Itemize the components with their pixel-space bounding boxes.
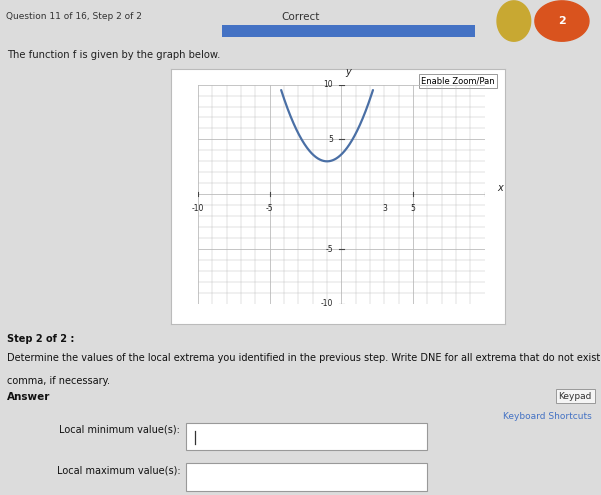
Text: -5: -5 [325,245,333,253]
Text: Local minimum value(s):: Local minimum value(s): [59,425,180,435]
Text: x: x [498,183,504,193]
Text: -10: -10 [320,299,333,308]
Text: 5: 5 [410,204,415,213]
Text: Question 11 of 16, Step 2 of 2: Question 11 of 16, Step 2 of 2 [6,12,142,21]
Text: 5: 5 [328,135,333,144]
Text: Local maximum value(s):: Local maximum value(s): [56,465,180,475]
Polygon shape [497,1,531,41]
Text: comma, if necessary.: comma, if necessary. [7,376,110,386]
Text: The function f is given by the graph below.: The function f is given by the graph bel… [7,50,221,60]
Text: Step 2 of 2 :: Step 2 of 2 : [7,334,78,344]
Bar [222,25,475,37]
Text: -5: -5 [266,204,273,213]
Text: 10: 10 [323,80,333,89]
Text: Correct: Correct [281,12,320,22]
Text: Answer: Answer [7,392,50,402]
Text: -10: -10 [192,204,204,213]
Polygon shape [535,1,589,41]
Text: y: y [346,67,352,77]
Text: 3: 3 [382,204,387,213]
Text: Enable Zoom/Pan: Enable Zoom/Pan [421,77,495,86]
Text: Determine the values of the local extrema you identified in the previous step. W: Determine the values of the local extrem… [7,353,601,363]
Text: 2: 2 [558,16,566,26]
Bar [186,423,427,450]
Bar [222,25,475,37]
Bar [186,463,427,491]
Text: Keypad: Keypad [558,392,592,401]
Text: Keyboard Shortcuts: Keyboard Shortcuts [503,412,592,421]
